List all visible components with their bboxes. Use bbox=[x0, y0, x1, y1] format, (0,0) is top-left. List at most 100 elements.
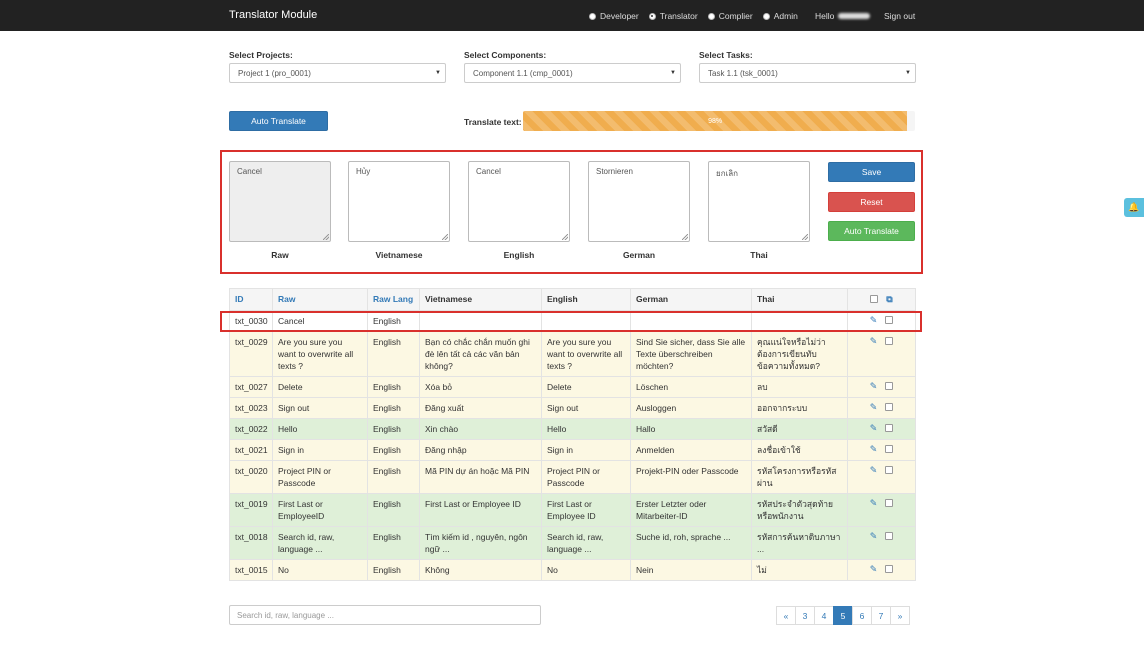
row-checkbox[interactable] bbox=[885, 499, 894, 507]
page-button-7[interactable]: 7 bbox=[871, 606, 891, 625]
reset-button[interactable]: Reset bbox=[828, 192, 915, 212]
cell-id: txt_0027 bbox=[229, 376, 273, 398]
resize-grip-icon[interactable] bbox=[442, 234, 448, 240]
page-prev-button[interactable]: « bbox=[776, 606, 796, 625]
page-button-4[interactable]: 4 bbox=[814, 606, 834, 625]
edit-icon[interactable]: ✎ bbox=[869, 423, 878, 433]
copy-icon[interactable]: ⧉ bbox=[886, 294, 893, 304]
table-row[interactable]: txt_0018 Search id, raw, language ... Engl… bbox=[229, 526, 916, 560]
task-select[interactable]: Task 1.1 (tsk_0001) ▼ bbox=[699, 63, 916, 83]
table-row[interactable]: txt_0019 First Last or EmployeeID English F… bbox=[229, 493, 916, 527]
english-textarea[interactable]: Cancel bbox=[468, 161, 570, 242]
role-option-complier[interactable]: Complier bbox=[707, 11, 753, 21]
cell-german bbox=[630, 310, 752, 332]
row-checkbox[interactable] bbox=[885, 337, 894, 345]
cell-raw: Are you sure you want to overwrite all t… bbox=[272, 331, 368, 377]
project-select[interactable]: Project 1 (pro_0001) ▼ bbox=[229, 63, 446, 83]
table-row[interactable]: txt_0029 Are you sure you want to overwri… bbox=[229, 331, 916, 377]
resize-grip-icon[interactable] bbox=[323, 234, 329, 240]
row-checkbox[interactable] bbox=[885, 382, 894, 390]
edit-icon[interactable]: ✎ bbox=[869, 531, 878, 541]
component-select[interactable]: Component 1.1 (cmp_0001) ▼ bbox=[464, 63, 681, 83]
brand-title[interactable]: Translator Module bbox=[229, 9, 318, 21]
page-next-button[interactable]: » bbox=[890, 606, 910, 625]
bell-icon[interactable]: 🔔 bbox=[1124, 198, 1144, 217]
search-placeholder: Search id, raw, language ... bbox=[237, 611, 334, 620]
cell-thai bbox=[751, 310, 848, 332]
cell-actions: ✎ bbox=[847, 493, 916, 527]
cell-vietnamese: Xin chào bbox=[419, 418, 542, 440]
german-text: Stornieren bbox=[596, 167, 633, 176]
raw-text: Cancel bbox=[237, 167, 262, 176]
role-label: Admin bbox=[773, 11, 798, 21]
table-row[interactable]: txt_0015 No English Không No Nein ไม่ ✎ bbox=[229, 559, 916, 581]
edit-icon[interactable]: ✎ bbox=[869, 498, 878, 508]
radio-icon[interactable] bbox=[707, 12, 715, 20]
cell-vietnamese: First Last or Employee ID bbox=[419, 493, 542, 527]
edit-icon[interactable]: ✎ bbox=[869, 336, 878, 346]
edit-icon[interactable]: ✎ bbox=[869, 465, 878, 475]
role-label: Translator bbox=[659, 11, 698, 21]
edit-icon[interactable]: ✎ bbox=[869, 444, 878, 454]
role-option-admin[interactable]: Admin bbox=[762, 11, 798, 21]
header-id[interactable]: ID bbox=[229, 288, 273, 311]
page-button-6[interactable]: 6 bbox=[852, 606, 872, 625]
select-all-checkbox[interactable] bbox=[870, 295, 879, 303]
row-checkbox[interactable] bbox=[885, 445, 894, 453]
table-body: txt_0030 Cancel English ✎ txt_0029 Are you su… bbox=[229, 310, 916, 581]
german-textarea[interactable]: Stornieren bbox=[588, 161, 690, 242]
edit-icon[interactable]: ✎ bbox=[869, 315, 878, 325]
table-row[interactable]: txt_0023 Sign out English Đăng xuất Sign out… bbox=[229, 397, 916, 419]
resize-grip-icon[interactable] bbox=[682, 234, 688, 240]
cell-raw-lang: English bbox=[367, 526, 420, 560]
auto-translate-all-button[interactable]: Auto Translate bbox=[229, 111, 328, 131]
cell-actions: ✎ bbox=[847, 331, 916, 377]
table-row[interactable]: txt_0022 Hello English Xin chào Hello Hallo สว… bbox=[229, 418, 916, 440]
radio-icon[interactable] bbox=[589, 12, 596, 20]
cell-english: Sign out bbox=[541, 397, 631, 419]
row-checkbox[interactable] bbox=[885, 403, 894, 411]
page-button-5[interactable]: 5 bbox=[833, 606, 853, 625]
radio-icon[interactable] bbox=[648, 12, 656, 20]
cell-english: Search id, raw, language ... bbox=[541, 526, 631, 560]
row-checkbox[interactable] bbox=[885, 565, 894, 573]
header-raw[interactable]: Raw bbox=[272, 288, 368, 311]
edit-icon[interactable]: ✎ bbox=[869, 402, 878, 412]
navbar: Translator Module Developer Translator Com… bbox=[0, 0, 1144, 31]
cell-raw: Hello bbox=[272, 418, 368, 440]
role-option-developer[interactable]: Developer bbox=[589, 11, 639, 21]
role-option-translator[interactable]: Translator bbox=[648, 11, 698, 21]
translation-table: ID Raw Raw Lang Vietnamese English Germa… bbox=[229, 288, 916, 581]
table-row[interactable]: txt_0020 Project PIN or Passcode English Mã… bbox=[229, 460, 916, 494]
resize-grip-icon[interactable] bbox=[562, 234, 568, 240]
thai-textarea[interactable]: ยกเลิก bbox=[708, 161, 810, 242]
cell-actions: ✎ bbox=[847, 559, 916, 581]
sign-out-link[interactable]: Sign out bbox=[884, 11, 916, 21]
header-raw-lang[interactable]: Raw Lang bbox=[367, 288, 420, 311]
auto-translate-row-button[interactable]: Auto Translate bbox=[828, 221, 915, 241]
cell-english: Delete bbox=[541, 376, 631, 398]
progress-text: 98% bbox=[708, 117, 723, 125]
cell-english: Sign in bbox=[541, 439, 631, 461]
radio-icon[interactable] bbox=[762, 12, 770, 20]
vietnamese-textarea[interactable]: Hủy bbox=[348, 161, 450, 242]
row-checkbox[interactable] bbox=[885, 424, 894, 432]
table-row[interactable]: txt_0027 Delete English Xóa bỏ Delete Löschen… bbox=[229, 376, 916, 398]
page-button-3[interactable]: 3 bbox=[795, 606, 815, 625]
resize-grip-icon[interactable] bbox=[802, 234, 808, 240]
search-input[interactable]: Search id, raw, language ... bbox=[229, 605, 541, 625]
cell-thai: ลบ bbox=[751, 376, 848, 398]
english-text: Cancel bbox=[476, 167, 501, 176]
cell-raw-lang: English bbox=[367, 331, 420, 377]
row-checkbox[interactable] bbox=[885, 532, 894, 540]
cell-vietnamese bbox=[419, 310, 542, 332]
edit-icon[interactable]: ✎ bbox=[869, 564, 878, 574]
row-checkbox[interactable] bbox=[885, 316, 894, 324]
table-row[interactable]: txt_0030 Cancel English ✎ bbox=[229, 310, 916, 332]
row-checkbox[interactable] bbox=[885, 466, 894, 474]
edit-icon[interactable]: ✎ bbox=[869, 381, 878, 391]
cell-raw: Cancel bbox=[272, 310, 368, 332]
raw-textarea[interactable]: Cancel bbox=[229, 161, 331, 242]
save-button[interactable]: Save bbox=[828, 162, 915, 182]
table-row[interactable]: txt_0021 Sign in English Đăng nhập Sign in An… bbox=[229, 439, 916, 461]
